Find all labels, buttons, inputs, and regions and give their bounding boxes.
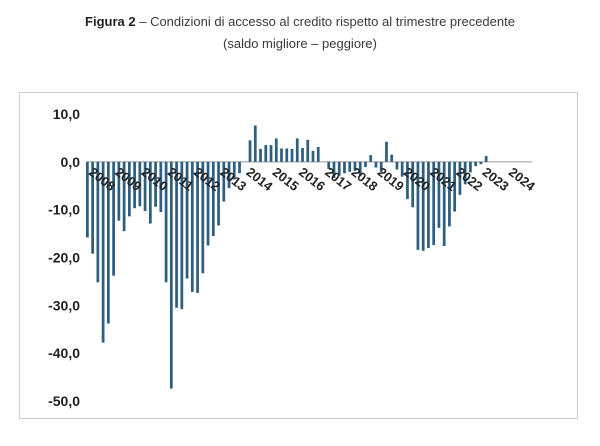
bar <box>337 161 341 176</box>
y-tick-label: -40,0 <box>48 345 80 361</box>
bar <box>332 161 336 179</box>
y-tick-label: -10,0 <box>48 202 80 218</box>
y-tick-label: 10,0 <box>53 106 80 122</box>
bar <box>453 161 457 212</box>
bar <box>232 161 236 180</box>
bar <box>295 138 299 162</box>
caption-line-1: Figura 2 – Condizioni di accesso al cred… <box>0 11 600 33</box>
bar <box>169 161 173 389</box>
x-tick-label: 2018 <box>349 164 381 194</box>
bar <box>154 161 157 207</box>
bar <box>196 161 199 293</box>
bar <box>290 148 294 162</box>
bar <box>238 161 241 174</box>
y-tick-label: -30,0 <box>48 297 80 313</box>
bar <box>479 161 483 165</box>
bar <box>175 161 178 308</box>
bar <box>164 161 168 283</box>
chart-frame: 10,0 0,0 -10,0 -20,0 -30,0 -40,0 -50,0 2008 2009… <box>19 92 578 419</box>
bar <box>390 154 394 162</box>
bar <box>112 161 115 276</box>
bar-chart: 10,00,0-10,0-20,0-30,0-40,0-50,020082009… <box>48 106 539 409</box>
bar <box>159 161 163 213</box>
bar <box>274 138 278 162</box>
caption-title: – Condizioni di accesso al credito rispe… <box>135 14 515 29</box>
bar <box>138 161 142 207</box>
bar <box>117 161 121 221</box>
bar <box>259 148 262 162</box>
bar <box>264 145 268 162</box>
bar <box>442 161 446 247</box>
bar <box>206 161 210 246</box>
bar <box>427 161 430 248</box>
bar <box>406 161 409 200</box>
y-tick-label: -20,0 <box>48 250 80 266</box>
bar <box>463 161 467 185</box>
bar <box>458 161 462 195</box>
bar <box>201 161 205 274</box>
bar <box>222 161 226 202</box>
bar <box>385 141 388 162</box>
bar <box>280 148 283 162</box>
bar <box>190 161 194 292</box>
bar <box>358 161 362 176</box>
bar <box>148 161 152 224</box>
bar <box>374 161 378 168</box>
bar <box>180 161 184 310</box>
bar <box>369 155 373 162</box>
bar <box>316 147 320 162</box>
bar <box>143 161 147 212</box>
y-tick-label: 0,0 <box>61 154 81 170</box>
bar <box>306 139 310 162</box>
bar <box>484 156 488 162</box>
bar <box>421 161 425 251</box>
caption-figure-number: Figura 2 <box>85 14 136 29</box>
bar <box>127 161 131 217</box>
bar <box>101 161 105 343</box>
x-tick-label: 2022 <box>453 164 485 194</box>
bar <box>86 161 89 238</box>
bar <box>211 161 215 236</box>
bar <box>343 161 346 174</box>
bar <box>400 161 404 177</box>
bar <box>448 161 451 227</box>
figure-caption: Figura 2 – Condizioni di accesso al cred… <box>0 11 600 55</box>
bar <box>285 148 289 162</box>
bar <box>474 161 478 167</box>
bar <box>269 145 273 162</box>
bar <box>217 161 220 226</box>
bar <box>437 161 441 228</box>
bar <box>364 161 367 168</box>
bar <box>122 161 126 232</box>
bar <box>227 161 231 189</box>
bar <box>248 140 252 162</box>
x-tick-label: 2013 <box>217 164 249 194</box>
x-tick-label: 2015 <box>270 164 302 194</box>
bar <box>106 161 110 324</box>
bar <box>395 161 399 170</box>
y-tick-label: -50,0 <box>48 393 80 409</box>
caption-line-2: (saldo migliore – peggiore) <box>223 36 377 51</box>
bar <box>133 161 136 209</box>
x-tick-label: 2023 <box>480 164 512 194</box>
bar <box>411 161 415 208</box>
bar <box>301 147 304 162</box>
bar <box>311 150 315 162</box>
bar <box>91 161 94 254</box>
bar <box>348 161 352 172</box>
x-tick-label: 2024 <box>506 164 539 194</box>
bar <box>432 161 436 246</box>
bar <box>185 161 189 279</box>
bar <box>253 125 257 162</box>
bar <box>353 161 357 171</box>
bar <box>96 161 100 283</box>
bar <box>327 161 331 170</box>
x-tick-label: 2014 <box>244 164 277 194</box>
bar <box>416 161 420 250</box>
bar <box>379 161 383 172</box>
x-tick-label: 2016 <box>296 164 328 194</box>
bar <box>469 161 472 173</box>
